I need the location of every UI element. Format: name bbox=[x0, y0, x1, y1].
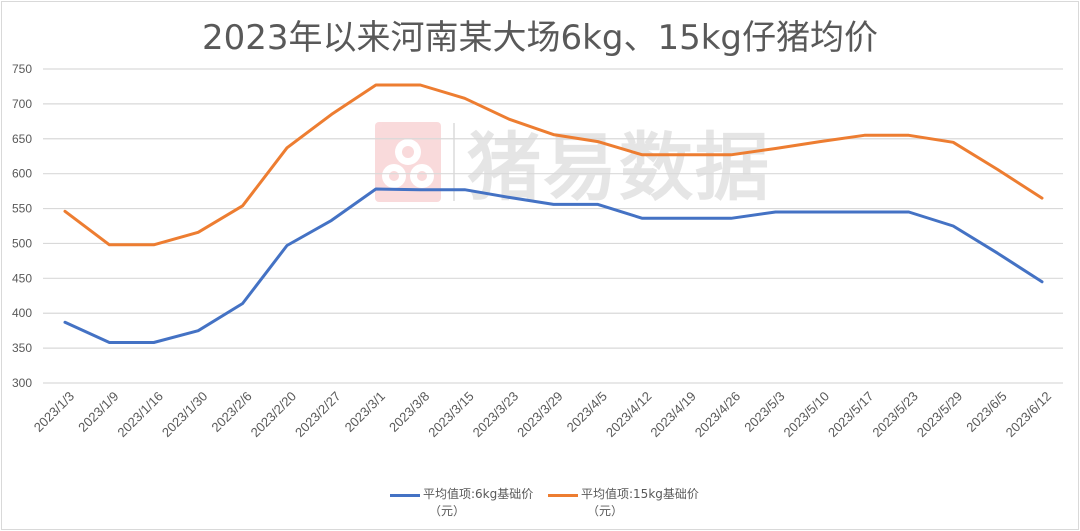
x-tick-label: 2023/4/19 bbox=[647, 389, 699, 441]
y-tick-label: 550 bbox=[12, 202, 32, 216]
x-tick-label: 2023/3/29 bbox=[514, 389, 566, 441]
x-axis-ticks: 2023/1/32023/1/92023/1/162023/1/302023/2… bbox=[31, 389, 1054, 441]
y-tick-label: 600 bbox=[12, 167, 32, 181]
y-tick-label: 650 bbox=[12, 132, 32, 146]
x-tick-label: 2023/5/29 bbox=[914, 389, 966, 441]
x-tick-label: 2023/1/16 bbox=[114, 389, 166, 441]
x-tick-label: 2023/3/1 bbox=[342, 389, 388, 435]
x-tick-label: 2023/5/23 bbox=[869, 389, 921, 441]
x-tick-label: 2023/5/17 bbox=[825, 389, 877, 441]
y-tick-label: 450 bbox=[12, 271, 32, 285]
series-line-15kg bbox=[63, 83, 1044, 247]
watermark-separator bbox=[453, 122, 455, 201]
y-tick-label: 300 bbox=[12, 376, 32, 390]
series-line-6kg bbox=[63, 187, 1044, 344]
legend-item-6kg: 平均值项:6kg基础价 （元） bbox=[390, 486, 533, 520]
legend-item-15kg: 平均值项:15kg基础价 （元） bbox=[548, 486, 699, 520]
chart-title: 2023年以来河南某大场6kg、15kg仔猪均价 bbox=[202, 18, 878, 58]
watermark-logo-icon bbox=[375, 121, 441, 202]
legend-swatch-orange-icon bbox=[548, 494, 578, 497]
y-tick-label: 400 bbox=[12, 306, 32, 320]
x-tick-label: 2023/4/26 bbox=[692, 389, 744, 441]
legend-swatch-blue-icon bbox=[390, 494, 420, 497]
y-tick-label: 500 bbox=[12, 236, 32, 250]
y-axis-ticks: 300 350 400 450 500 550 600 650 700 750 bbox=[12, 62, 32, 390]
y-tick-label: 750 bbox=[12, 62, 32, 76]
y-tick-label: 350 bbox=[12, 341, 32, 355]
x-tick-label: 2023/4/12 bbox=[603, 389, 655, 441]
data-series bbox=[63, 83, 1044, 344]
x-tick-label: 2023/2/27 bbox=[292, 389, 344, 441]
x-tick-label: 2023/3/23 bbox=[470, 389, 522, 441]
legend-unit-6kg: （元） bbox=[429, 504, 466, 518]
x-tick-label: 2023/1/3 bbox=[31, 389, 77, 435]
legend-label-15kg: 平均值项:15kg基础价 bbox=[581, 487, 699, 501]
legend-unit-15kg: （元） bbox=[587, 504, 624, 518]
legend-label-6kg: 平均值项:6kg基础价 bbox=[423, 487, 534, 501]
y-tick-label: 700 bbox=[12, 97, 32, 111]
x-tick-label: 2023/6/12 bbox=[1003, 389, 1055, 441]
x-tick-label: 2023/3/15 bbox=[425, 389, 477, 441]
gridlines bbox=[43, 68, 1063, 384]
x-tick-label: 2023/5/10 bbox=[781, 389, 833, 441]
x-tick-label: 2023/1/30 bbox=[159, 389, 211, 441]
x-tick-label: 2023/2/20 bbox=[248, 389, 300, 441]
